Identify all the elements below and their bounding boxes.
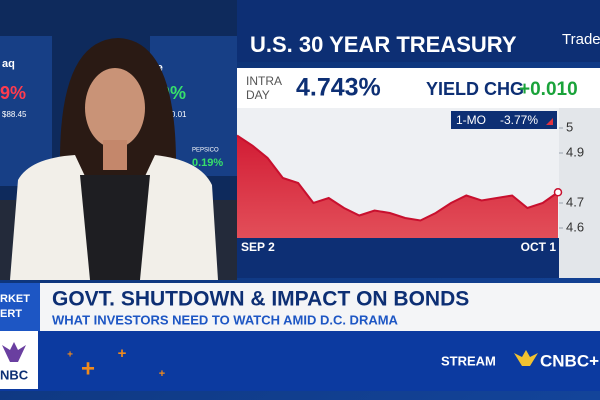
title-bar [237, 0, 600, 62]
x-axis-panel [237, 238, 559, 278]
top [80, 175, 150, 280]
y-tick-label: 5 [566, 119, 573, 134]
ticker: 0.19% [192, 157, 223, 169]
ticker: 9% [0, 83, 26, 103]
face [85, 68, 145, 148]
down-arrow [546, 118, 553, 125]
yield-change: +0.010 [519, 79, 578, 100]
stream-label: STREAM [441, 353, 496, 368]
quote-value: 4.743% [296, 74, 381, 102]
plus-icon: + [81, 355, 95, 382]
ticker: PEPSICO [192, 148, 219, 154]
quote-bar [237, 68, 600, 108]
alert-tag-text: ERT [0, 308, 22, 320]
y-axis-panel [559, 108, 600, 278]
y-tick-label: 4.9 [566, 144, 584, 159]
badge-change: -3.77% [500, 113, 538, 127]
area [237, 135, 558, 238]
ticker: aq [2, 58, 15, 70]
subhead: WHAT INVESTORS NEED TO WATCH AMID D.C. D… [52, 312, 399, 327]
x-tick-label: OCT 1 [521, 240, 557, 254]
badge [451, 111, 557, 129]
plus-icon: + [118, 345, 127, 362]
network-logo: NBC [0, 367, 29, 382]
bottom-band [0, 331, 600, 391]
end-marker [553, 188, 563, 197]
badge-period: 1-MO [456, 113, 486, 127]
headline: GOVT. SHUTDOWN & IMPACT ON BONDS [52, 288, 469, 311]
neck [103, 140, 127, 170]
peacock-small [514, 350, 538, 366]
chart: 4.6 4.7 4.9 5 SEP 2 OCT 1 [236, 119, 584, 254]
quote-label: DAY [246, 88, 270, 102]
y-tick-label: 4.7 [566, 194, 584, 209]
y-tick-label: 4.6 [566, 219, 584, 234]
plus-icon: + [67, 350, 73, 361]
stream-brand: CNBC+ [540, 351, 599, 370]
line [236, 134, 559, 222]
logo: Trade [562, 31, 600, 48]
alert-tag [0, 283, 40, 331]
headline-band [0, 283, 600, 331]
quote-label: INTRA [246, 74, 282, 88]
x-tick-label: SEP 2 [241, 240, 275, 254]
yield-label: YIELD CHG [426, 79, 524, 99]
ticker: $88.45 [2, 110, 27, 119]
logo-box [0, 331, 38, 389]
jacket [10, 155, 218, 280]
ticker: 660.01 [162, 110, 187, 119]
alert-tag-text: RKET [0, 293, 30, 305]
plus-icon: + [159, 368, 165, 380]
chart-title: U.S. 30 YEAR TREASURY [250, 32, 517, 57]
peacock [2, 342, 26, 362]
